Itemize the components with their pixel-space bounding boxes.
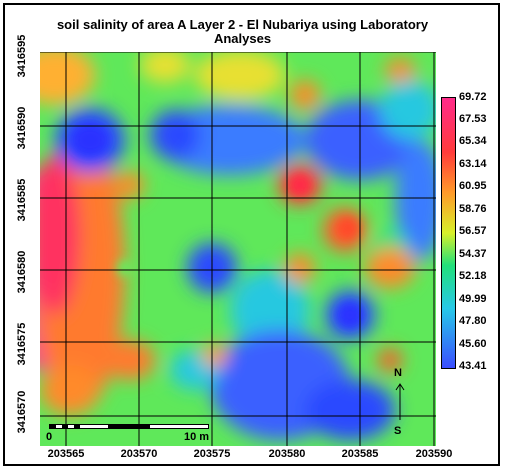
map-title: soil salinity of area A Layer 2 - El Nub… xyxy=(56,17,429,46)
north-arrow-icon xyxy=(395,383,405,420)
legend-value: 56.57 xyxy=(459,225,487,237)
legend-color-bar xyxy=(441,97,456,369)
y-tick-label: 3416590 xyxy=(16,106,28,150)
legend-value: 69.72 xyxy=(459,91,487,103)
legend-value: 45.60 xyxy=(459,338,487,350)
legend-value: 60.95 xyxy=(459,180,487,192)
x-tick-label: 203585 xyxy=(341,448,379,460)
scale-bar-end-label: 10 m xyxy=(184,431,210,443)
y-tick-label: 3416580 xyxy=(16,250,28,294)
legend-value: 67.53 xyxy=(459,113,487,125)
x-tick-label: 203565 xyxy=(47,448,85,460)
south-label: S xyxy=(394,425,402,437)
x-tick-label: 203590 xyxy=(415,448,453,460)
y-tick-label: 3416575 xyxy=(16,322,28,366)
legend-value: 43.41 xyxy=(459,360,487,372)
x-tick-label: 203580 xyxy=(268,448,306,460)
y-tick-label: 3416570 xyxy=(16,390,28,434)
legend-value: 47.80 xyxy=(459,315,487,327)
y-tick-label: 3416585 xyxy=(16,178,28,222)
y-tick-label: 3416595 xyxy=(16,34,28,78)
legend-value: 49.99 xyxy=(459,293,487,305)
legend-value: 63.14 xyxy=(459,158,487,170)
legend-value: 65.34 xyxy=(459,135,487,147)
legend-value: 58.76 xyxy=(459,203,487,215)
legend-value: 52.18 xyxy=(459,270,487,282)
north-label: N xyxy=(394,367,402,379)
scale-bar xyxy=(49,424,209,429)
legend-value: 54.37 xyxy=(459,248,487,260)
x-tick-label: 203570 xyxy=(120,448,158,460)
scale-bar-start-label: 0 xyxy=(46,431,53,443)
x-tick-label: 203575 xyxy=(193,448,231,460)
